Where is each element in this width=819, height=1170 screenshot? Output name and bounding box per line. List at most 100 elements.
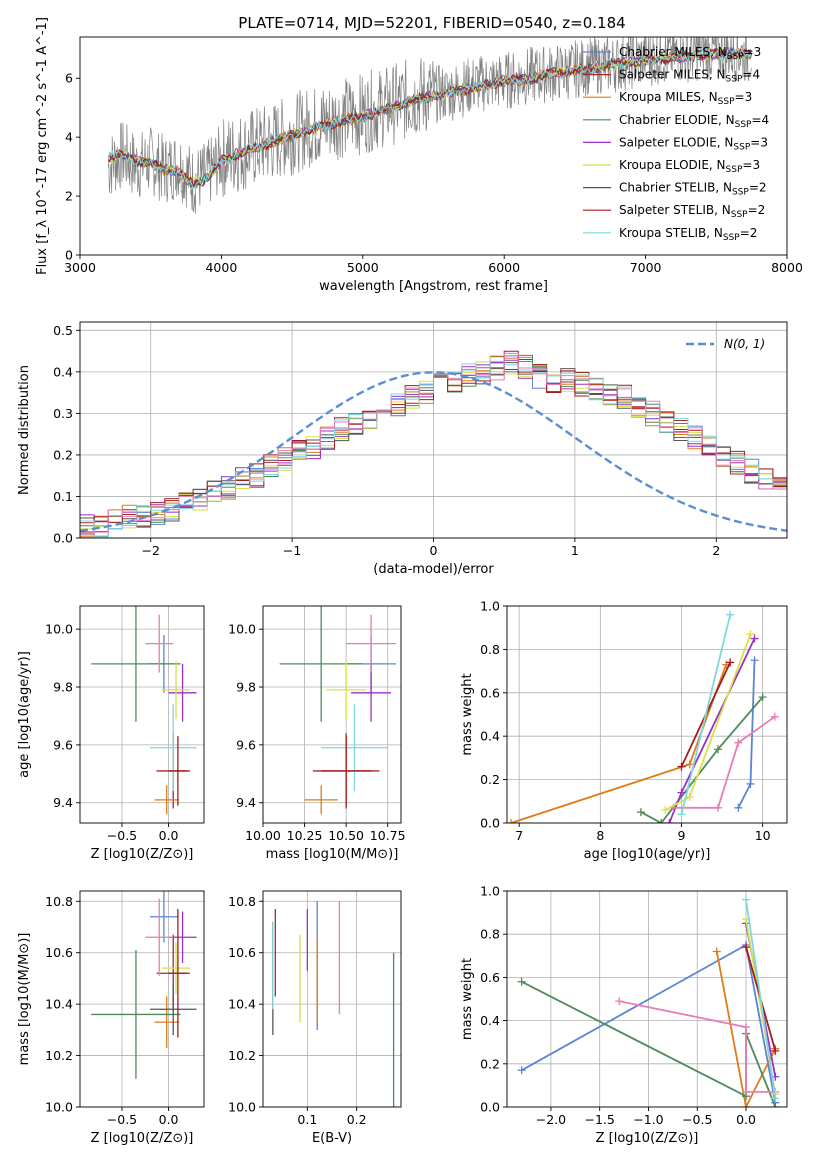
y-tick-label: 9.6 xyxy=(236,737,256,752)
y-tick-label: 0.5 xyxy=(53,323,73,338)
y-tick-label: 9.6 xyxy=(53,737,73,752)
y-tick-label: 0.4 xyxy=(480,1013,500,1028)
y-tick-label: 4 xyxy=(65,130,73,145)
plot-area xyxy=(517,895,780,1107)
x-tick-label: 10.50 xyxy=(328,828,364,843)
y-tick-label: 10.0 xyxy=(228,622,256,637)
y-tick-label: 0.2 xyxy=(53,447,73,462)
legend-label: Kroupa STELIB, NSSP=2 xyxy=(619,226,757,243)
data-point-marker xyxy=(746,630,755,639)
y-axis-label: Flux [f_λ 10^-17 erg cm^-2 s^-1 A^-1] xyxy=(35,17,50,275)
legend-label: Salpeter MILES, NSSP=4 xyxy=(619,68,760,85)
y-tick-label: 10.6 xyxy=(45,945,73,960)
data-point-marker xyxy=(665,819,674,823)
y-axis-label: Normed distribution xyxy=(17,365,32,495)
data-point-marker xyxy=(750,634,759,643)
mass-weight-line xyxy=(680,614,732,815)
y-tick-label: 0.6 xyxy=(480,970,500,985)
x-tick-label: 0 xyxy=(430,543,438,558)
axes-frame xyxy=(79,605,205,824)
y-tick-label: 0.2 xyxy=(480,1056,500,1071)
x-tick-label: −0.5 xyxy=(682,1112,712,1127)
data-point-marker xyxy=(661,805,670,814)
y-tick-label: 0 xyxy=(65,248,73,263)
panel-age-vs-z: −0.5 0.0 9.4 9.6 9.8 10.0 Z [log10(Z/Z⊙)] age [… xyxy=(17,605,205,862)
x-axis-label: E(B-V) xyxy=(312,1131,352,1146)
data-point-marker xyxy=(750,656,759,665)
data-point-marker xyxy=(677,788,686,797)
data-point-marker xyxy=(615,997,624,1006)
data-point-marker xyxy=(726,610,735,619)
x-tick-label: −2.0 xyxy=(536,1112,566,1127)
panel-residuals: −2 −1 0 1 2 0.0 0.1 0.2 0.3 0.4 0.5 N(0, 1) (data-mo… xyxy=(17,321,788,577)
panel-mass-vs-z: −0.5 0.0 10.0 10.2 10.4 10.6 10.8 Z [log10(Z/Z⊙… xyxy=(17,890,205,1146)
x-tick-label: 5000 xyxy=(347,260,379,275)
y-tick-label: 1.0 xyxy=(480,884,500,899)
panel-age-vs-mass: 10.00 10.25 10.50 10.75 9.4 9.6 9.8 10.0 mass [l… xyxy=(228,605,406,862)
x-tick-label: −0.5 xyxy=(107,1112,137,1127)
plot-area xyxy=(80,350,787,538)
x-tick-label: 10.25 xyxy=(287,828,323,843)
data-point-marker xyxy=(742,943,751,952)
y-tick-label: 0.0 xyxy=(480,1100,500,1115)
y-tick-label: 10.0 xyxy=(228,1100,256,1115)
y-tick-label: 10.2 xyxy=(228,1048,256,1063)
data-point-marker xyxy=(677,762,686,771)
y-tick-label: 10.6 xyxy=(228,945,256,960)
y-tick-label: 0.2 xyxy=(480,772,500,787)
data-point-marker xyxy=(742,1023,751,1032)
plot-area xyxy=(107,37,753,214)
y-tick-label: 10.4 xyxy=(228,997,256,1012)
x-tick-label: −0.5 xyxy=(107,828,137,843)
legend-label: Kroupa MILES, NSSP=3 xyxy=(619,90,752,107)
model-spectrum-line xyxy=(107,48,752,187)
x-axis-label: mass [log10(M/M⊙)] xyxy=(266,847,399,862)
x-tick-label: 8 xyxy=(596,828,604,843)
data-point-marker xyxy=(685,792,694,801)
legend-label: Kroupa ELODIE, NSSP=3 xyxy=(619,158,760,175)
panel-mass-vs-ebv: 0.1 0.2 10.0 10.2 10.4 10.6 10.8 E(B-V) xyxy=(228,890,402,1146)
plot-area xyxy=(507,610,779,823)
axes-frame xyxy=(506,890,788,1108)
mass-weight-line xyxy=(640,696,764,823)
y-axis-label: age [log10(age/yr)] xyxy=(17,651,32,778)
legend-label: Chabrier STELIB, NSSP=2 xyxy=(619,181,767,198)
data-point-marker xyxy=(742,895,751,904)
data-point-marker xyxy=(712,947,721,956)
y-tick-label: 9.8 xyxy=(236,680,256,695)
y-tick-label: 10.8 xyxy=(228,894,256,909)
y-tick-label: 0.1 xyxy=(53,489,73,504)
axes-frame xyxy=(262,890,402,1108)
plot-area xyxy=(279,606,397,815)
data-point-marker xyxy=(636,808,645,817)
data-point-marker xyxy=(771,1103,780,1107)
legend-label: Chabrier ELODIE, NSSP=4 xyxy=(619,113,769,130)
observed-spectrum-line xyxy=(107,37,752,214)
axes-frame xyxy=(262,605,402,824)
x-axis-label: Z [log10(Z/Z⊙)] xyxy=(596,1131,699,1146)
legend: Chabrier MILES, NSSP=3 Salpeter MILES, NS… xyxy=(583,45,769,243)
legend-label: Salpeter STELIB, NSSP=2 xyxy=(619,203,765,220)
data-point-marker xyxy=(746,779,755,788)
data-point-marker xyxy=(758,693,767,702)
axes-frame xyxy=(79,321,788,539)
y-tick-label: 0.6 xyxy=(480,685,500,700)
data-point-marker xyxy=(714,745,723,754)
y-axis-label: mass [log10(M/M⊙)] xyxy=(17,933,32,1066)
x-tick-label: −2 xyxy=(141,543,159,558)
y-tick-label: 0.0 xyxy=(53,531,73,546)
x-tick-label: −1.0 xyxy=(633,1112,663,1127)
data-point-marker xyxy=(742,1087,751,1096)
y-tick-label: 2 xyxy=(65,189,73,204)
x-axis-label: Z [log10(Z/Z⊙)] xyxy=(91,1131,194,1146)
y-tick-label: 10.8 xyxy=(45,894,73,909)
panel-weight-vs-z: −2.0 −1.5 −1.0 −0.5 0.0 0.0 0.2 0.4 0.6 0.8 1.0 Z [… xyxy=(460,884,788,1146)
panel-weight-vs-age: 7 8 9 10 0.0 0.2 0.4 0.6 0.8 1.0 age [log10(age/yr… xyxy=(460,599,788,862)
axes-frame xyxy=(79,36,788,256)
model-spectrum-line xyxy=(107,46,752,189)
model-spectrum-line xyxy=(107,47,753,191)
legend-label: Chabrier MILES, NSSP=3 xyxy=(619,45,761,62)
x-axis-label: Z [log10(Z/Z⊙)] xyxy=(91,847,194,862)
x-tick-label: 0.0 xyxy=(736,1112,756,1127)
mass-weight-line xyxy=(619,1000,776,1093)
